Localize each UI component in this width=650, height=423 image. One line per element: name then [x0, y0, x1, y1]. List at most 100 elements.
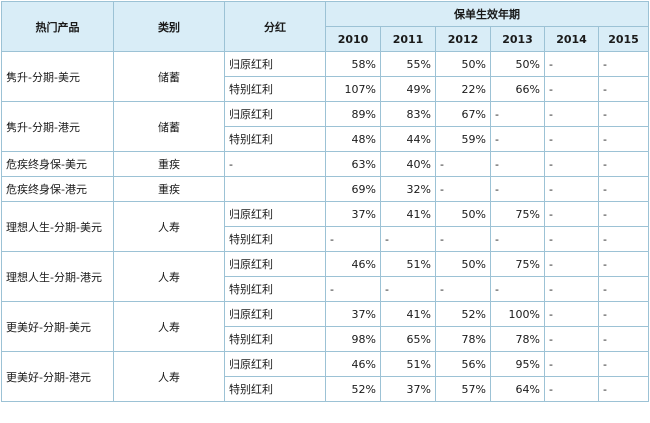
value-cell: -: [435, 276, 491, 302]
value-cell: 51%: [380, 251, 436, 277]
value-cell: 95%: [490, 351, 545, 377]
value-cell: -: [598, 376, 649, 402]
value-cell: 50%: [435, 251, 491, 277]
value-cell: -: [435, 151, 491, 177]
category-cell: 重疾: [113, 151, 225, 177]
category-cell: 人寿: [113, 251, 225, 302]
value-cell: 44%: [380, 126, 436, 152]
value-cell: 66%: [490, 76, 545, 102]
value-cell: -: [598, 226, 649, 252]
value-cell: 51%: [380, 351, 436, 377]
value-cell: -: [325, 276, 381, 302]
dividend-cell: 归原红利: [224, 51, 326, 77]
product-cell: 隽升-分期-美元: [1, 51, 114, 102]
table-row: 隽升-分期-港元 储蓄 归原红利 89% 83% 67% - - -: [1, 101, 649, 152]
category-cell: 人寿: [113, 301, 225, 352]
product-cell: 危疾终身保-港元: [1, 176, 114, 202]
value-cell: -: [544, 126, 599, 152]
value-cell: 32%: [380, 176, 436, 202]
table-row: 危疾终身保-美元 重疾 - 63% 40% - - - -: [1, 151, 649, 177]
value-cell: -: [598, 276, 649, 302]
value-cell: -: [598, 201, 649, 227]
value-cell: 98%: [325, 326, 381, 352]
value-cell: 107%: [325, 76, 381, 102]
header-row-2: 2010 2011 2012 2013 2014 2015: [2, 26, 649, 52]
value-cell: 46%: [325, 251, 381, 277]
header-dividend: 分红: [224, 1, 326, 52]
value-cell: 40%: [380, 151, 436, 177]
product-cell: 隽升-分期-港元: [1, 101, 114, 152]
dividend-cell: 特别红利: [224, 276, 326, 302]
header-year-2014: 2014: [544, 26, 599, 52]
value-cell: 55%: [380, 51, 436, 77]
category-cell: 人寿: [113, 201, 225, 252]
value-cell: -: [490, 226, 545, 252]
value-cell: -: [544, 176, 599, 202]
value-cell: -: [544, 226, 599, 252]
value-cell: 63%: [325, 151, 381, 177]
value-cell: 49%: [380, 76, 436, 102]
header-effective-year: 保单生效年期: [325, 1, 649, 27]
value-cell: -: [435, 176, 491, 202]
value-cell: -: [544, 376, 599, 402]
value-cell: 41%: [380, 301, 436, 327]
table-row: 特别红利 107% 49% 22% 66% - -: [2, 76, 649, 102]
header-product: 热门产品: [1, 1, 114, 52]
value-cell: 64%: [490, 376, 545, 402]
value-cell: 78%: [490, 326, 545, 352]
category-cell: 储蓄: [113, 101, 225, 152]
table-row: 理想人生-分期-港元 人寿 归原红利 46% 51% 50% 75% - -: [1, 251, 649, 302]
category-cell: 储蓄: [113, 51, 225, 102]
value-cell: -: [598, 251, 649, 277]
value-cell: 78%: [435, 326, 491, 352]
value-cell: -: [490, 176, 545, 202]
value-cell: 37%: [380, 376, 436, 402]
dividend-cell: 特别红利: [224, 326, 326, 352]
dividend-cell: 归原红利: [224, 251, 326, 277]
product-cell: 更美好-分期-港元: [1, 351, 114, 402]
value-cell: -: [598, 126, 649, 152]
value-cell: -: [544, 301, 599, 327]
header-year-2011: 2011: [380, 26, 436, 52]
value-cell: 83%: [380, 101, 436, 127]
value-cell: -: [598, 76, 649, 102]
dividend-cell: -: [224, 176, 326, 202]
header-row-1: 热门产品 类别 分红 保单生效年期: [1, 1, 649, 52]
value-cell: -: [380, 226, 436, 252]
value-cell: -: [544, 351, 599, 377]
header-year-2015: 2015: [598, 26, 649, 52]
value-cell: 50%: [435, 51, 491, 77]
value-cell: -: [490, 276, 545, 302]
value-cell: -: [544, 276, 599, 302]
value-cell: -: [544, 51, 599, 77]
dividend-cell: 特别红利: [224, 226, 326, 252]
value-cell: -: [544, 201, 599, 227]
value-cell: -: [598, 351, 649, 377]
table-row: 更美好-分期-港元 人寿 归原红利 46% 51% 56% 95% - -: [1, 351, 649, 402]
value-cell: -: [490, 126, 545, 152]
category-cell: 重疾: [113, 176, 225, 202]
value-cell: 37%: [325, 301, 381, 327]
table-row: 危疾终身保-港元 重疾 - 69% 32% - - - -: [1, 176, 649, 202]
value-cell: -: [544, 251, 599, 277]
value-cell: -: [598, 301, 649, 327]
value-cell: 50%: [490, 51, 545, 77]
value-cell: 52%: [325, 376, 381, 402]
product-cell: 危疾终身保-美元: [1, 151, 114, 177]
table-row: 理想人生-分期-美元 人寿 归原红利 37% 41% 50% 75% - -: [1, 201, 649, 252]
value-cell: -: [598, 51, 649, 77]
value-cell: 22%: [435, 76, 491, 102]
category-cell: 人寿: [113, 351, 225, 402]
value-cell: -: [380, 276, 436, 302]
value-cell: 46%: [325, 351, 381, 377]
value-cell: -: [435, 226, 491, 252]
value-cell: 58%: [325, 51, 381, 77]
value-cell: 59%: [435, 126, 491, 152]
value-cell: -: [598, 151, 649, 177]
value-cell: 50%: [435, 201, 491, 227]
product-cell: 理想人生-分期-港元: [1, 251, 114, 302]
header-year-2012: 2012: [435, 26, 491, 52]
header-year-2013: 2013: [490, 26, 545, 52]
dividend-cell: 归原红利: [224, 301, 326, 327]
dividend-cell: 归原红利: [224, 351, 326, 377]
